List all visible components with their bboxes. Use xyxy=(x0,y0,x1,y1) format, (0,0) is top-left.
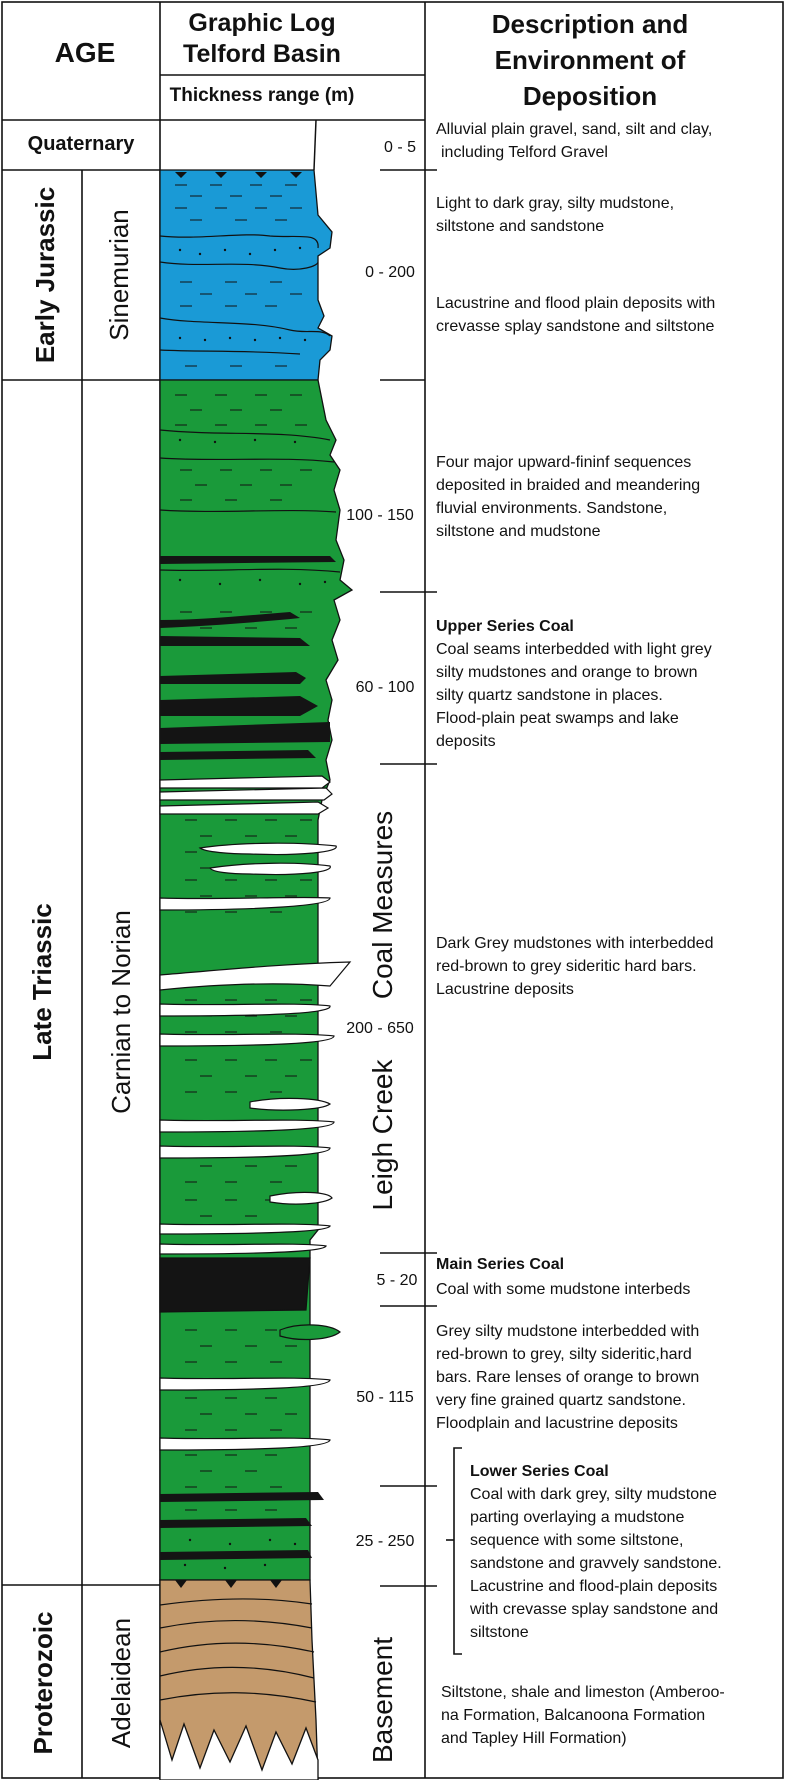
stage-sinemurian: Sinemurian xyxy=(104,209,134,341)
thickness-quaternary: 0 - 5 xyxy=(384,139,416,156)
desc-line: sandstone and gravvely sandstone. xyxy=(470,1555,722,1572)
desc-line: with crevasse splay sandstone and xyxy=(469,1601,718,1618)
jurassic-unit xyxy=(159,169,333,381)
desc-line: bars. Rare lenses of orange to brown xyxy=(436,1369,699,1386)
desc-fluvial: Four major upward-fininf sequences depos… xyxy=(436,454,700,540)
header: AGE Graphic Log Telford Basin Thickness … xyxy=(55,9,689,111)
quaternary-profile xyxy=(313,119,317,171)
log-title-line1: Graphic Log xyxy=(188,9,335,37)
formation-leigh-creek: Leigh Creek xyxy=(367,1059,398,1211)
desc-upper-coal: Upper Series Coal Coal seams interbedded… xyxy=(436,618,712,750)
desc-line: deposited in braided and meandering xyxy=(436,477,700,494)
desc-line: Four major upward-fininf sequences xyxy=(436,454,691,471)
upper-coal-seams xyxy=(160,556,336,760)
basement-jagged-base xyxy=(159,1719,319,1780)
desc-line: Siltstone, shale and limeston (Amberoo- xyxy=(441,1684,725,1701)
desc-line: Coal with some mudstone interbeds xyxy=(436,1281,690,1298)
thickness-jurassic: 0 - 200 xyxy=(365,264,415,281)
age-quaternary: Quaternary xyxy=(28,133,136,155)
desc-title: Lower Series Coal xyxy=(470,1463,609,1480)
desc-line: silty quartz sandstone in places. xyxy=(436,687,663,704)
desc-line: Coal with dark grey, silty mudstone xyxy=(470,1486,717,1503)
thickness-dark-grey: 200 - 650 xyxy=(346,1020,414,1037)
main-coal-seam xyxy=(159,1257,311,1313)
desc-line: red-brown to grey sideritic hard bars. xyxy=(436,958,697,975)
age-proterozoic: Proterozoic xyxy=(28,1611,58,1754)
thickness-fluvial: 100 - 150 xyxy=(346,507,414,524)
thickness-upper-coal: 60 - 100 xyxy=(356,679,415,696)
triassic-dots xyxy=(178,438,327,1570)
boundary-ticks xyxy=(380,169,437,1587)
basement-top-marks xyxy=(175,1580,282,1588)
desc-jurassic-environment: Lacustrine and flood plain deposits with… xyxy=(436,295,715,335)
basement-unit xyxy=(159,1579,319,1780)
desc-line: including Telford Gravel xyxy=(441,144,608,161)
log-title-line2: Telford Basin xyxy=(183,40,341,68)
desc-jurassic-lithology: Light to dark gray, silty mudstone, silt… xyxy=(436,195,674,235)
desc-main-coal: Main Series Coal Coal with some mudstone… xyxy=(436,1256,690,1298)
sandstone-lens xyxy=(279,1324,341,1341)
formation-coal-measures: Coal Measures xyxy=(367,811,398,999)
age-header: AGE xyxy=(55,37,116,68)
desc-line: parting overlaying a mudstone xyxy=(470,1509,684,1526)
desc-title-line3: Deposition xyxy=(523,81,657,111)
lower-coal-bracket xyxy=(453,1447,462,1655)
hard-bars xyxy=(159,775,352,1451)
desc-line: Coal seams interbedded with light grey xyxy=(436,641,712,658)
desc-line: sequence with some siltstone, xyxy=(470,1532,683,1549)
descriptions: Alluvial plain gravel, sand, silt and cl… xyxy=(436,121,725,1747)
desc-line: Alluvial plain gravel, sand, silt and cl… xyxy=(436,121,712,138)
desc-line: crevasse splay sandstone and siltstone xyxy=(436,318,714,335)
desc-line: Grey silty mudstone interbedded with xyxy=(436,1323,699,1340)
formation-labels: Coal Measures Leigh Creek Basement xyxy=(367,811,398,1763)
desc-line: Flood-plain peat swamps and lake xyxy=(436,710,679,727)
thickness-grey-silty: 50 - 115 xyxy=(356,1389,414,1406)
desc-line: siltstone xyxy=(470,1624,529,1641)
desc-line: deposits xyxy=(436,733,496,750)
desc-title-line2: Environment of xyxy=(495,45,686,75)
age-labels: Quaternary Early Jurassic Late Triassic … xyxy=(27,133,136,1755)
fluvial-bedding xyxy=(159,429,341,573)
desc-line: silty mudstones and orange to brown xyxy=(436,664,697,681)
lower-coal-seams xyxy=(160,1492,324,1560)
desc-line: Floodplain and lacustrine deposits xyxy=(436,1415,678,1432)
desc-line: Lacustrine and flood-plain deposits xyxy=(470,1578,717,1595)
desc-grey-silty: Grey silty mudstone interbedded with red… xyxy=(436,1323,699,1432)
desc-line: Dark Grey mudstones with interbedded xyxy=(436,935,713,952)
age-late-triassic: Late Triassic xyxy=(27,903,57,1061)
desc-lower-coal: Lower Series Coal Coal with dark grey, s… xyxy=(469,1463,722,1641)
desc-basement: Siltstone, shale and limeston (Amberoo- … xyxy=(441,1684,725,1747)
thickness-main-coal: 5 - 20 xyxy=(377,1272,418,1289)
age-early-jurassic: Early Jurassic xyxy=(30,187,60,363)
stage-adelaidean: Adelaidean xyxy=(106,1618,136,1748)
desc-dark-grey: Dark Grey mudstones with interbedded red… xyxy=(436,935,713,998)
desc-quaternary: Alluvial plain gravel, sand, silt and cl… xyxy=(436,121,712,161)
desc-title: Main Series Coal xyxy=(436,1256,564,1273)
jurassic-dots xyxy=(178,246,307,342)
desc-line: siltstone and mudstone xyxy=(436,523,601,540)
desc-line: very fine grained quartz sandstone. xyxy=(436,1392,686,1409)
desc-line: and Tapley Hill Formation) xyxy=(441,1730,627,1747)
thickness-ranges: 0 - 5 0 - 200 100 - 150 60 - 100 200 - 6… xyxy=(346,139,417,1550)
desc-line: red-brown to grey, silty sideritic,hard xyxy=(436,1346,692,1363)
desc-line: Lacustrine and flood plain deposits with xyxy=(436,295,715,312)
basement-bedding xyxy=(159,1598,317,1703)
desc-title-line1: Description and xyxy=(492,9,688,39)
desc-line: Light to dark gray, silty mudstone, xyxy=(436,195,674,212)
thickness-lower-coal: 25 - 250 xyxy=(356,1533,415,1550)
jurassic-bedding xyxy=(159,234,331,355)
desc-line: Lacustrine deposits xyxy=(436,981,574,998)
desc-line: na Formation, Balcanoona Formation xyxy=(441,1707,705,1724)
desc-title: Upper Series Coal xyxy=(436,618,574,635)
formation-basement: Basement xyxy=(367,1637,398,1763)
desc-line: fluvial environments. Sandstone, xyxy=(436,500,667,517)
desc-line: siltstone and sandstone xyxy=(436,218,604,235)
jurassic-dashes xyxy=(175,184,302,367)
stage-carnian-norian: Carnian to Norian xyxy=(106,910,136,1114)
thickness-range-header: Thickness range (m) xyxy=(170,85,355,106)
graphic-log xyxy=(159,119,354,1780)
